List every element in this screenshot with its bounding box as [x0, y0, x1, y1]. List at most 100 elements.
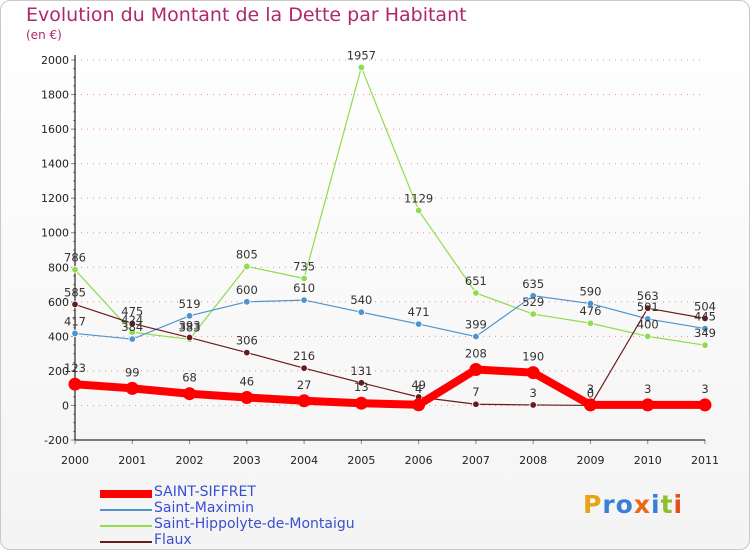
data-label: 216 [293, 349, 315, 363]
series-point [128, 319, 136, 328]
data-label: 400 [637, 317, 659, 331]
data-label: 501 [637, 300, 659, 314]
y-tick-label: 1200 [41, 192, 69, 205]
x-tick-label: 2009 [576, 454, 604, 467]
series-point [412, 398, 426, 412]
data-label: 600 [236, 283, 258, 297]
data-label: 519 [179, 297, 201, 311]
legend-label: Saint-Hippolyte-de-Montaigu [154, 516, 355, 532]
logo-letter: i [651, 490, 661, 519]
series-point [240, 391, 254, 405]
data-label: 306 [236, 334, 258, 348]
y-tick-label: 200 [48, 365, 69, 378]
data-label: 1957 [347, 48, 376, 62]
data-label: 590 [579, 285, 601, 299]
y-tick-label: 1000 [41, 227, 69, 240]
data-label: 805 [236, 247, 258, 261]
logo-letter: r [602, 490, 616, 519]
data-label: 735 [293, 260, 315, 274]
series-point [243, 262, 251, 271]
series-point [644, 304, 652, 312]
x-tick-label: 2000 [61, 454, 89, 467]
data-label: 208 [465, 347, 487, 361]
logo-letter: x [633, 490, 651, 519]
series-point [183, 387, 197, 401]
data-label: 3 [530, 386, 537, 400]
data-label: 123 [64, 361, 86, 375]
series-point [357, 379, 366, 387]
data-label: 3 [644, 382, 651, 396]
data-label: 0 [587, 386, 594, 400]
y-tick-label: 1800 [41, 89, 69, 102]
chart-title: Evolution du Montant de la Dette par Hab… [26, 4, 467, 26]
data-label: 504 [694, 299, 716, 313]
data-label: 471 [408, 305, 430, 319]
series-point [529, 401, 537, 409]
series-point [586, 299, 595, 308]
series-point [644, 315, 652, 323]
x-tick-label: 2004 [290, 454, 318, 467]
x-tick-label: 2010 [634, 454, 662, 467]
series-point [243, 298, 251, 306]
series-point [300, 296, 308, 304]
data-label: 384 [121, 320, 143, 334]
data-label: 99 [125, 365, 140, 379]
data-label: 383 [179, 320, 201, 334]
series-point [701, 324, 709, 333]
series-point [472, 289, 480, 297]
data-label: 131 [350, 364, 372, 378]
series-point [583, 398, 597, 412]
series-point [357, 308, 366, 316]
data-label: 7 [472, 385, 479, 399]
x-tick-label: 2002 [176, 454, 204, 467]
series-point [128, 335, 136, 343]
proxiti-logo: Proxiti [583, 490, 683, 519]
series-line-0 [71, 365, 709, 409]
data-label: 610 [293, 281, 315, 295]
series-point [185, 333, 194, 342]
series-point [698, 398, 712, 412]
series-point [125, 381, 139, 395]
data-label: 190 [522, 350, 544, 364]
x-tick-label: 2005 [347, 454, 375, 467]
y-tick-label: 1600 [41, 123, 69, 136]
legend-label: SAINT-SIFFRET [154, 484, 256, 500]
x-tick-label: 2003 [233, 454, 261, 467]
data-label: 563 [637, 289, 659, 303]
data-label: 68 [182, 371, 197, 385]
data-label: 49 [411, 378, 426, 392]
series-point [300, 274, 308, 283]
x-tick-label: 2007 [462, 454, 490, 467]
series-point [71, 300, 79, 309]
data-label: 651 [465, 274, 487, 288]
series-point [472, 332, 480, 341]
series-point [701, 341, 709, 349]
data-label: 1129 [404, 191, 433, 205]
data-label: 475 [121, 304, 143, 318]
data-label: 27 [297, 378, 312, 392]
data-label: 13 [354, 380, 369, 394]
series-point [300, 364, 308, 372]
legend-swatch [100, 490, 152, 498]
data-label: 393 [179, 319, 201, 333]
series-point [185, 312, 194, 320]
series-point [529, 310, 537, 318]
series-line-3 [74, 303, 706, 407]
series-point [472, 400, 480, 408]
data-label: 399 [465, 318, 487, 332]
x-tick-label: 2006 [405, 454, 433, 467]
data-label: 3 [701, 382, 708, 396]
data-label: 4 [415, 382, 422, 396]
logo-letter: t [660, 490, 674, 519]
series-point [243, 348, 251, 357]
data-label: 585 [64, 285, 86, 299]
logo-letter: P [583, 490, 603, 519]
data-label: 529 [522, 295, 544, 309]
series-point [644, 332, 652, 341]
x-tick-label: 2001 [118, 454, 146, 467]
legend-swatch [100, 525, 152, 527]
y-tick-label: 1400 [41, 158, 69, 171]
data-label: 417 [64, 314, 86, 328]
